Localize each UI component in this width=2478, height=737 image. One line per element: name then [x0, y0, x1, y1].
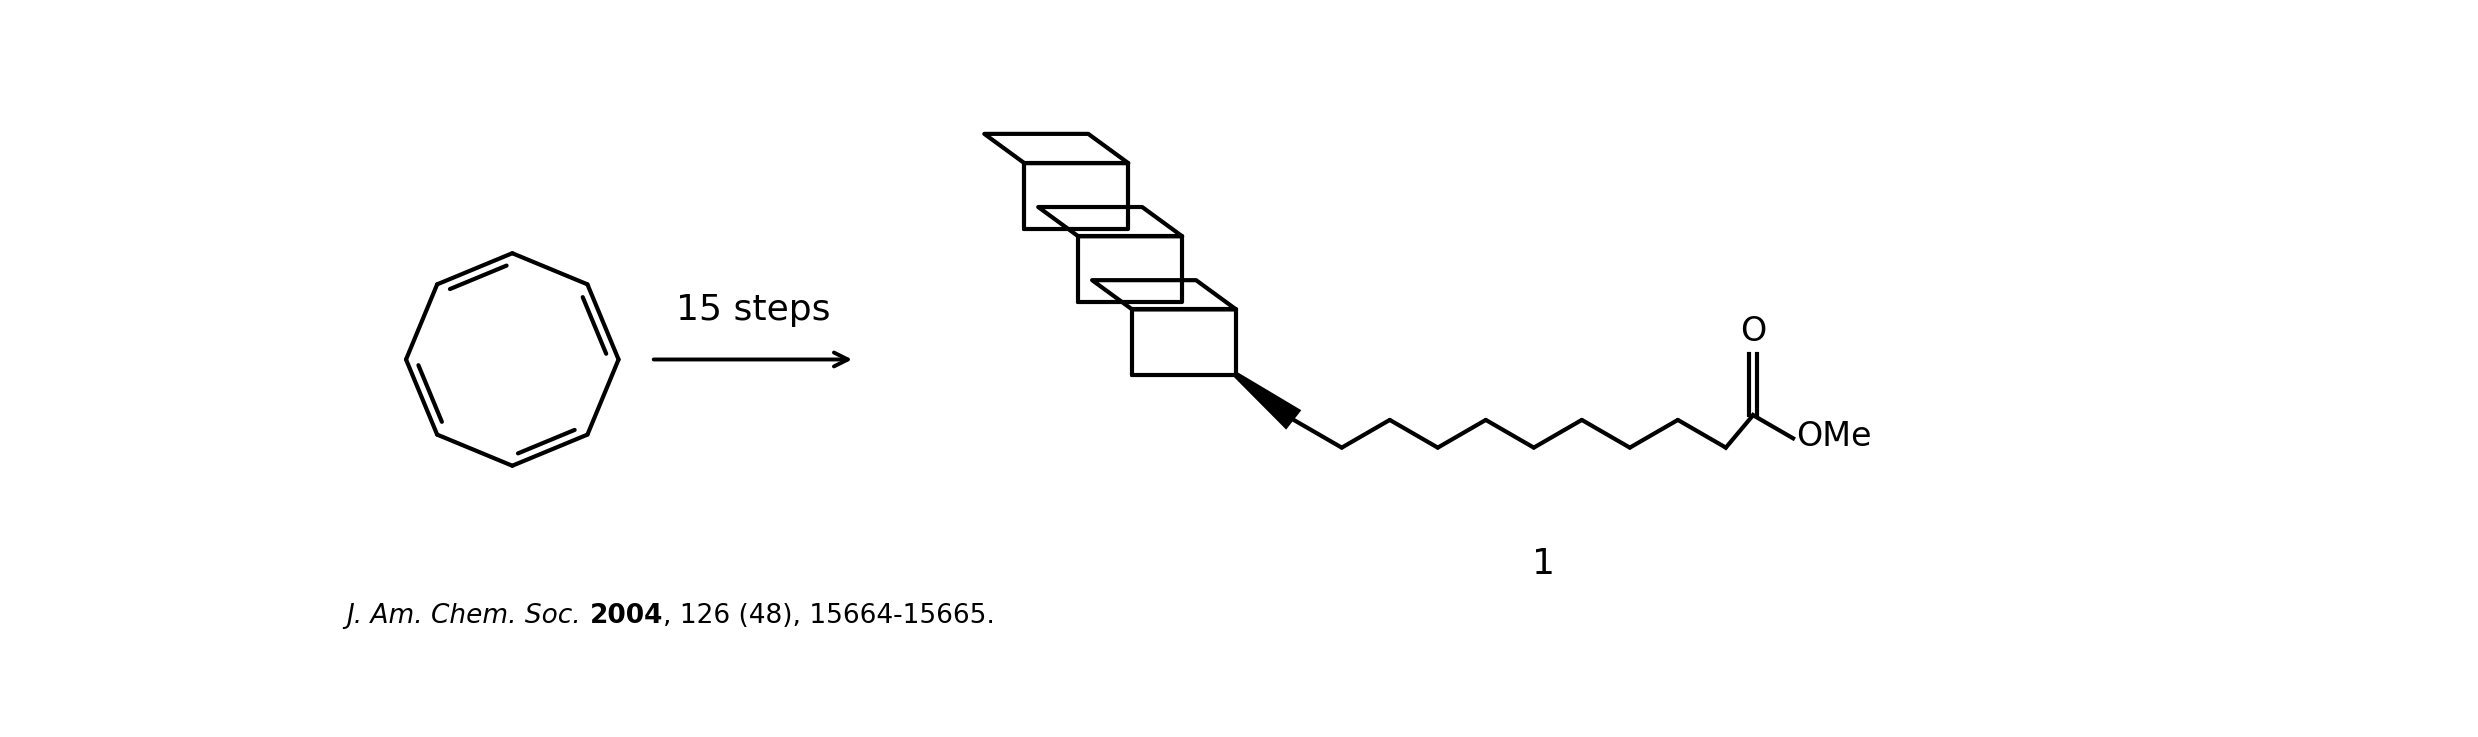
Text: OMe: OMe: [1797, 420, 1871, 453]
Text: , 126 (48), 15664-15665.: , 126 (48), 15664-15665.: [664, 603, 996, 629]
Text: J. Am. Chem. Soc.: J. Am. Chem. Soc.: [347, 603, 582, 629]
Polygon shape: [1234, 372, 1301, 430]
Text: O: O: [1740, 315, 1767, 348]
Text: 2004: 2004: [590, 603, 664, 629]
Text: 1: 1: [1531, 547, 1554, 581]
Text: 15 steps: 15 steps: [676, 293, 830, 327]
